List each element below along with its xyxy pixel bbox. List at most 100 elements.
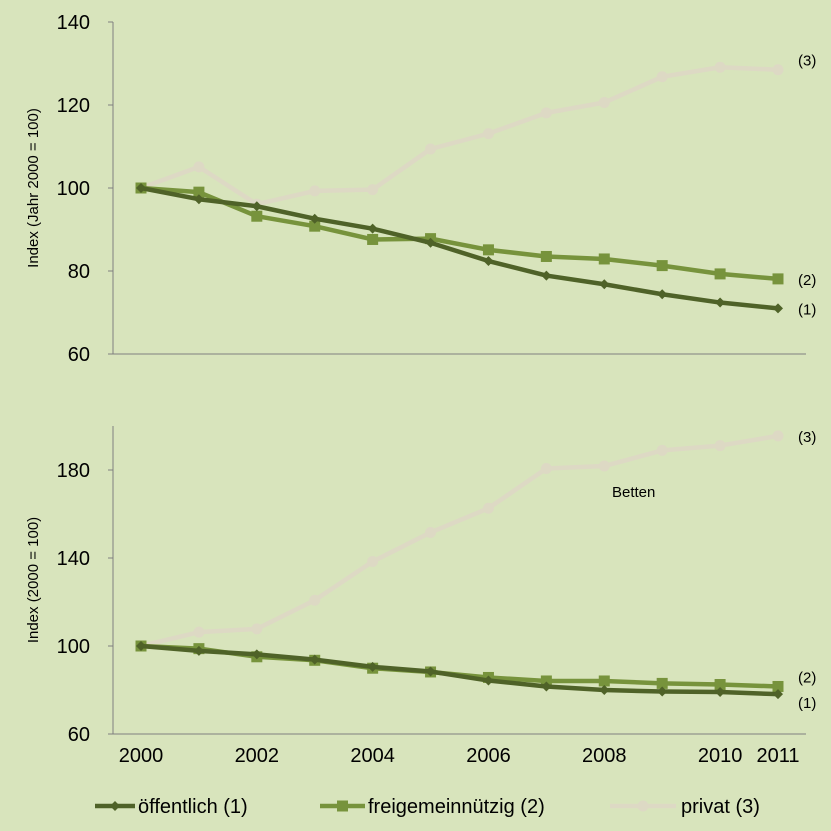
data-point [772, 273, 784, 285]
data-point [772, 430, 784, 442]
data-point [251, 649, 262, 660]
data-point [599, 685, 610, 695]
series-2 [135, 640, 784, 692]
data-point [193, 161, 205, 173]
legend-label: freigemeinnützig (2) [368, 796, 545, 818]
data-point [656, 260, 668, 272]
x-tick-label: 2006 [466, 745, 511, 767]
legend-item-3: privat (3) [610, 796, 760, 818]
data-point [714, 268, 726, 280]
y-tick-label: 100 [57, 178, 90, 200]
series-line [140, 433, 779, 649]
series-end-label: (3) [798, 53, 816, 70]
legend-label: privat (3) [681, 796, 760, 818]
data-point [309, 185, 321, 197]
data-point [309, 654, 320, 665]
data-point [598, 97, 610, 109]
series-1 [136, 183, 783, 314]
data-point [309, 220, 321, 232]
legend-label: öffentlich (1) [138, 796, 248, 818]
y-tick-label: 140 [57, 548, 90, 570]
x-tick-label: 2000 [119, 745, 164, 767]
data-point [598, 253, 610, 265]
data-point [136, 183, 146, 193]
data-point [772, 680, 784, 692]
data-point [714, 440, 726, 452]
series-line [140, 64, 779, 207]
data-point [599, 279, 610, 290]
data-point [540, 107, 552, 119]
data-point [482, 128, 494, 140]
y-axis-label: Index (Jahr 2000 = 100) [25, 108, 42, 268]
series-2 [135, 182, 784, 285]
series-end-label: (1) [798, 695, 816, 712]
data-point [715, 686, 726, 697]
x-tick-label: 2008 [582, 745, 627, 767]
data-point [772, 64, 784, 76]
data-point [193, 194, 204, 205]
series-end-label: (3) [798, 429, 816, 446]
data-point [483, 675, 494, 686]
data-point [309, 213, 320, 224]
x-tick-label: 2010 [698, 745, 743, 767]
data-point [714, 61, 726, 73]
data-point [193, 626, 205, 638]
data-point [657, 289, 668, 300]
series-end-label: (2) [798, 669, 816, 686]
data-point [251, 623, 263, 635]
data-point [656, 677, 668, 689]
series-1 [136, 641, 783, 700]
data-point [773, 689, 783, 700]
data-point [656, 71, 668, 83]
data-point [367, 184, 379, 196]
data-point [425, 143, 437, 155]
data-point [193, 645, 204, 656]
data-point [425, 666, 436, 677]
data-point [714, 679, 726, 690]
y-tick-label: 180 [57, 460, 90, 482]
series-end-label: (1) [798, 301, 816, 318]
legend-item-1: öffentlich (1) [95, 796, 248, 818]
data-point [541, 270, 552, 281]
y-axis-label: Index (2000 = 100) [25, 517, 42, 643]
data-point [425, 526, 437, 538]
annotation-text: Betten [612, 484, 655, 501]
data-point [483, 256, 494, 267]
y-tick-label: 60 [68, 344, 90, 366]
legend-swatch-marker [637, 800, 649, 812]
series-end-label: (2) [798, 272, 816, 289]
data-point [136, 641, 146, 651]
data-point [367, 556, 379, 568]
data-point [715, 297, 726, 308]
data-point [309, 594, 321, 606]
y-tick-label: 140 [57, 12, 90, 34]
x-tick-label: 2004 [350, 745, 395, 767]
data-point [540, 462, 552, 474]
data-point [773, 303, 783, 314]
data-point [367, 661, 378, 672]
data-point [598, 675, 610, 687]
data-point [251, 210, 263, 222]
data-point [656, 444, 668, 456]
x-tick-label: 2011 [756, 745, 799, 767]
legend-swatch-marker [337, 800, 348, 812]
data-point [541, 681, 552, 692]
data-point [425, 237, 436, 248]
series-line [140, 643, 779, 697]
data-point [367, 233, 379, 245]
data-point [657, 686, 668, 697]
data-point [482, 502, 494, 514]
legend: öffentlich (1) freigemeinnützig (2) privat… [95, 796, 760, 818]
series-line [140, 185, 779, 311]
chart-bottom: 60 100 140 180 Index (2000 = 100) 2000 2002 200… [25, 426, 816, 767]
y-tick-label: 80 [68, 261, 90, 283]
chart-top: 60 80 100 120 140 Index (Jahr 2000 = 100) (3) (… [25, 12, 816, 366]
y-tick-label: 60 [68, 724, 90, 746]
series-line [140, 185, 779, 282]
data-point [540, 250, 552, 262]
data-point [482, 244, 494, 256]
legend-item-2: freigemeinnützig (2) [320, 796, 545, 818]
series-3 [135, 61, 784, 210]
data-point [540, 675, 552, 687]
